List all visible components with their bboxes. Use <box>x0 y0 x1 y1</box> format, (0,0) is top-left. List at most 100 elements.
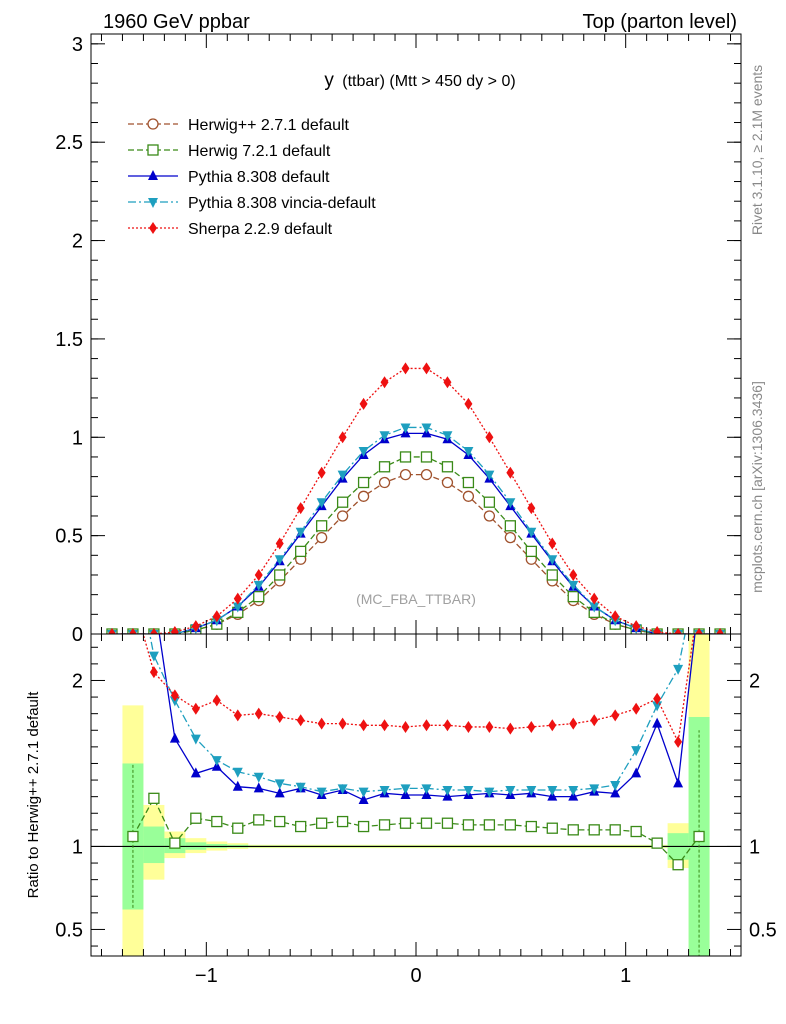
ratio-xtick-label: 0 <box>410 965 421 987</box>
ratio-data-point <box>211 815 223 828</box>
main-data-point <box>336 510 349 522</box>
main-data-point <box>170 626 179 634</box>
ratio-data-point <box>421 784 432 795</box>
main-data-point <box>253 590 265 603</box>
main-data-point <box>316 498 327 509</box>
ratio-data-point <box>400 784 411 795</box>
main-data-point <box>463 447 474 458</box>
legend-label: Herwig 7.2.1 default <box>188 143 331 160</box>
main-data-point <box>547 555 558 566</box>
ratio-data-point <box>274 779 285 790</box>
main-data-point <box>483 510 496 522</box>
ratio-data-point <box>253 814 265 826</box>
ratio-ytick-label-right: 2 <box>749 670 760 692</box>
main-data-point <box>357 490 370 502</box>
ratio-data-point <box>483 819 496 831</box>
plot-title-rest: (ttbar) (Mtt > 450 dy > 0) <box>342 73 515 90</box>
main-data-point <box>442 431 453 442</box>
legend-marker <box>149 222 157 234</box>
ratio-data-point <box>149 591 159 601</box>
main-data-point <box>422 362 431 375</box>
ratio-data-point <box>609 824 621 836</box>
main-data-point <box>525 545 537 558</box>
ratio-data-point <box>232 767 243 778</box>
analysis-watermark: (MC_FBA_TTBAR) <box>356 591 476 607</box>
main-data-point <box>212 610 221 623</box>
ratio-data-point <box>672 859 684 871</box>
ratio-axes: 0.5 0.5 1 1 2 2 −1 0 1 <box>55 634 777 987</box>
main-data-point <box>274 569 286 581</box>
ratio-data-point <box>358 793 369 804</box>
main-axes: 0 0.5 1 1.5 2 2.5 3 <box>55 34 741 646</box>
main-data-point <box>504 520 517 532</box>
ratio-data-point <box>399 817 412 829</box>
ratio-data-point <box>190 812 202 824</box>
main-data-point <box>296 502 305 515</box>
main-data-point <box>527 502 536 515</box>
ratio-data-point <box>525 820 537 833</box>
ratio-data-point <box>274 787 285 798</box>
main-data-point <box>337 470 348 481</box>
ratio-data-point <box>191 702 200 715</box>
ratio-data-point <box>170 689 179 702</box>
ratio-data-point <box>548 719 557 732</box>
plot-title-main: y <box>324 70 334 91</box>
main-data-point <box>483 496 496 508</box>
legend-marker <box>148 170 158 180</box>
main-ytick-label: 2 <box>72 231 83 253</box>
ratio-data-point <box>295 820 307 833</box>
main-ytick-label: 0.5 <box>55 526 83 548</box>
ratio-ytick-label-left: 0.5 <box>55 919 83 941</box>
ratio-data-point <box>504 819 517 831</box>
ratio-data-point <box>274 815 286 828</box>
main-data-point <box>399 469 412 481</box>
ratio-data-point <box>526 786 537 797</box>
ratio-series-line <box>158 634 696 801</box>
main-data-point <box>107 628 116 634</box>
ratio-data-point <box>693 830 705 843</box>
mcplots-label: mcplots.cern.ch [arXiv:1306.3436] <box>749 381 765 593</box>
main-data-point <box>315 531 328 544</box>
ratio-data-point <box>589 784 600 795</box>
ratio-data-point <box>149 666 158 679</box>
ratio-data-point <box>588 824 600 836</box>
main-data-point <box>567 590 579 603</box>
main-data-point <box>611 610 620 623</box>
main-data-point <box>504 531 517 544</box>
main-data-point <box>569 568 578 581</box>
ratio-data-point <box>611 709 620 722</box>
ratio-data-point <box>485 720 494 733</box>
ratio-data-point <box>547 786 558 797</box>
main-data-point <box>653 626 662 634</box>
main-data-point <box>546 569 558 581</box>
ratio-ytick-label-right: 1 <box>749 836 760 858</box>
main-ytick-label: 1.5 <box>55 329 83 351</box>
main-ytick-label: 2.5 <box>55 132 83 154</box>
main-data-point <box>568 580 579 591</box>
ratio-data-point <box>694 560 704 570</box>
ratio-series-marks <box>91 558 741 956</box>
ratio-data-point <box>379 786 390 797</box>
main-data-point <box>400 423 411 434</box>
main-data-point <box>295 527 306 538</box>
main-panel: 0 0.5 1 1.5 2 2.5 3 y (ttbar) (Mtt > 450 dy > … <box>55 33 742 646</box>
ratio-data-point <box>546 822 558 834</box>
main-data-point <box>359 397 368 410</box>
main-series-line <box>111 426 721 634</box>
legend-label: Pythia 8.308 default <box>188 169 330 186</box>
main-data-point <box>484 470 495 481</box>
ratio-data-point <box>128 558 138 568</box>
ratio-data-point <box>337 784 348 795</box>
legend-label: Pythia 8.308 vincia-default <box>188 195 376 212</box>
main-series-line <box>111 474 721 634</box>
main-data-point <box>589 602 600 613</box>
main-data-point <box>420 469 433 481</box>
main-data-point <box>233 592 242 605</box>
main-data-point <box>462 490 475 502</box>
ratio-data-point <box>148 792 160 804</box>
main-data-point <box>526 527 537 538</box>
main-data-point <box>253 580 264 591</box>
ratio-panel: 0.5 0.5 1 1 2 2 −1 0 1 Ratio to Herwig++ 2.7.1 d… <box>25 558 777 987</box>
main-data-point <box>357 476 370 489</box>
main-data-point <box>358 447 369 458</box>
